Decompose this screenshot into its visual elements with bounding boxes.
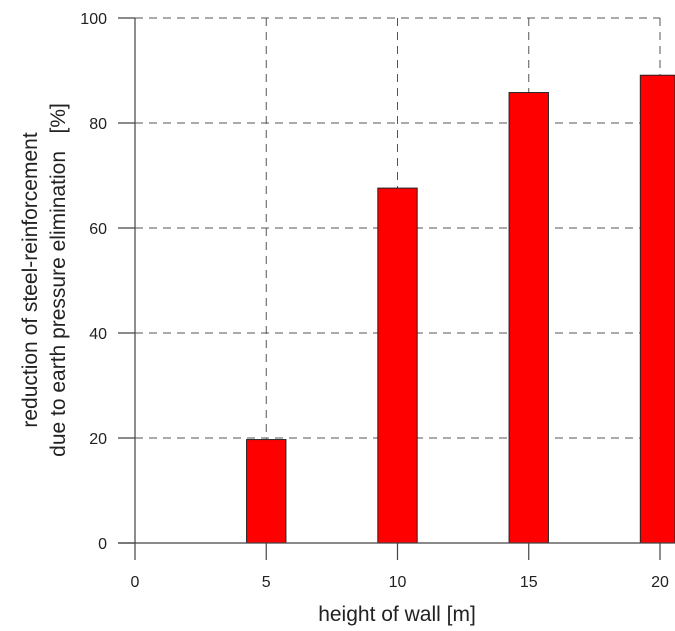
y-tick-label: 60	[89, 221, 107, 238]
y-axis-title-line1: reduction of steel-reinforcement	[19, 132, 42, 427]
axes	[118, 18, 675, 544]
x-tick-label: 0	[131, 574, 140, 591]
y-tick-label: 40	[89, 326, 107, 343]
y-tick-label: 100	[80, 11, 107, 28]
tick-labels: 0 20 40 60 80 100 0 5 10 15 20	[80, 11, 669, 591]
y-tick-label: 20	[89, 431, 107, 448]
x-tick-label: 20	[651, 574, 669, 591]
x-axis-title: height of wall [m]	[318, 603, 476, 626]
bars	[246, 74, 675, 544]
y-tick-label: 0	[98, 536, 107, 553]
y-axis-title-line2: due to earth pressure elimination [%]	[47, 103, 70, 457]
bar	[246, 439, 287, 544]
bar	[377, 187, 418, 544]
y-tick-label: 80	[89, 116, 107, 133]
x-tick-label: 15	[520, 574, 538, 591]
x-tick-label: 5	[262, 574, 271, 591]
x-tick-label: 10	[389, 574, 407, 591]
bar	[508, 92, 549, 544]
bar	[639, 74, 675, 544]
